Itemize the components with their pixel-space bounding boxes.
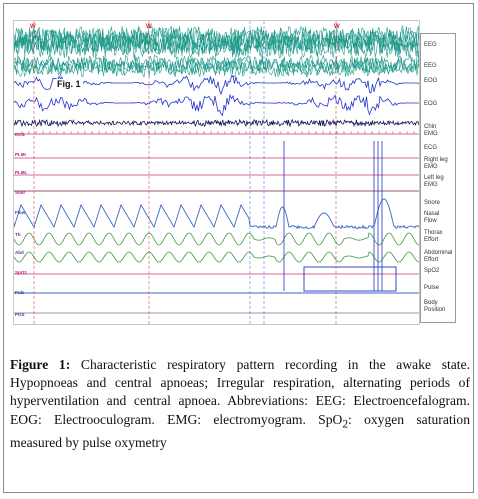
caption-lead: Figure 1: — [10, 357, 71, 372]
eeg-trace — [14, 60, 419, 78]
channel-label: Abdominal Effort — [424, 250, 453, 263]
channel-label: Nasal Flow — [424, 211, 440, 224]
eeg-trace — [14, 56, 419, 74]
caption-subscript: 2 — [342, 418, 348, 431]
channel-label: EOG — [424, 78, 438, 84]
figure-tag: Fig. 1 — [55, 79, 83, 89]
channel-label: Snore — [424, 200, 441, 206]
left-channel-label: POS — [15, 312, 25, 317]
channel-label: Right leg EMG — [424, 157, 448, 170]
channel-label: EOG — [424, 101, 438, 107]
nasal-flow-trace — [14, 198, 419, 230]
channel-label: Thorax Effort — [424, 230, 443, 243]
caption-text: Characteristic respiratory pattern recor… — [10, 357, 471, 427]
left-channel-label: Flow — [15, 210, 26, 215]
left-channel-label: PLMr — [15, 152, 27, 157]
caption-tail: : oxygen saturation measured by pulse ox… — [10, 411, 470, 450]
channel-label: Chin EMG — [424, 124, 438, 137]
left-channel-label: Th — [15, 232, 21, 237]
channel-label: Left leg EMG — [424, 175, 444, 188]
wake-marker-3: W — [334, 24, 340, 30]
left-channel-label: SpO2 — [15, 270, 27, 275]
channel-label: ECG — [424, 145, 438, 151]
left-channel-label: Puls — [15, 290, 25, 295]
left-channel-label: ECG — [15, 132, 25, 137]
wake-marker-1: W — [30, 24, 36, 30]
chin-emg-trace — [14, 118, 419, 128]
channel-label: Body Position — [424, 300, 446, 313]
channel-label: EEG — [424, 42, 437, 48]
channel-label: SpO2 — [424, 268, 440, 274]
left-channel-label: Abd — [15, 250, 24, 255]
wake-marker-2: W — [146, 24, 152, 30]
eeg-trace — [14, 35, 419, 59]
left-channel-label: Snor — [15, 190, 26, 195]
figure-caption: Figure 1: Characteristic respiratory pat… — [10, 356, 470, 452]
event-box — [303, 266, 397, 292]
channel-label: EEG — [424, 63, 437, 69]
eog-trace — [14, 93, 419, 117]
left-channel-label: PLML — [15, 170, 28, 175]
signal-traces — [14, 21, 419, 324]
channel-label-panel — [420, 33, 456, 323]
thorax-effort-trace — [14, 232, 419, 246]
channel-label: Pulse — [424, 285, 440, 291]
abdominal-effort-trace — [14, 251, 419, 263]
polysomnography-plot — [13, 20, 420, 325]
